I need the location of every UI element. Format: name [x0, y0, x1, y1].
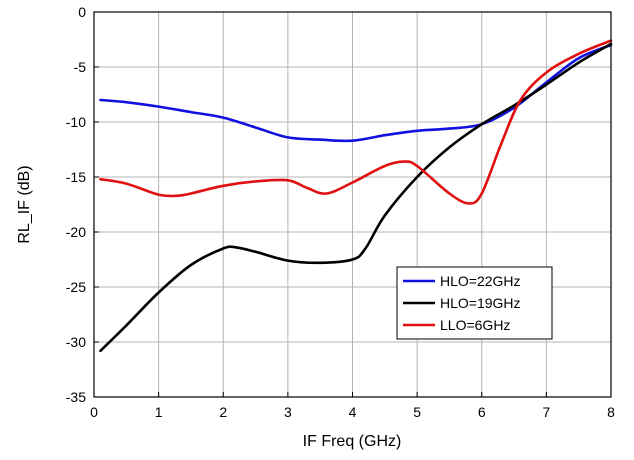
y-tick-label: -20	[66, 224, 86, 240]
y-tick-label: -10	[66, 114, 86, 130]
x-tick-label: 2	[219, 404, 227, 420]
y-tick-label: -35	[66, 389, 86, 405]
y-tick-label: -30	[66, 334, 86, 350]
series-line-1	[99, 42, 613, 353]
x-axis-title: IF Freq (GHz)	[303, 433, 402, 450]
series-group	[99, 39, 613, 353]
x-tick-label: 1	[155, 404, 163, 420]
legend: HLO=22GHz HLO=19GHz LLO=6GHz	[396, 266, 553, 340]
legend-label: HLO=19GHz	[440, 295, 521, 311]
x-tick-label: 4	[349, 404, 357, 420]
x-tick-label: 6	[478, 404, 486, 420]
y-tick-label: -15	[66, 169, 86, 185]
x-tick-label: 7	[542, 404, 550, 420]
grid-lines	[94, 12, 611, 397]
x-tick-label: 5	[413, 404, 421, 420]
axis-ticks: 0 1 2 3 4 5 6 7 8 0 -5 -10 -15 -20 -25 -30 -35	[66, 4, 615, 420]
x-tick-label: 0	[90, 404, 98, 420]
legend-label: HLO=22GHz	[440, 273, 521, 289]
y-axis-title: RL_IF (dB)	[16, 165, 33, 243]
legend-label: LLO=6GHz	[440, 317, 510, 333]
x-tick-label: 3	[284, 404, 292, 420]
series-line-2	[99, 39, 613, 205]
y-tick-label: -25	[66, 279, 86, 295]
y-tick-label: 0	[78, 4, 86, 20]
x-tick-label: 8	[607, 404, 615, 420]
y-tick-label: -5	[74, 59, 87, 75]
